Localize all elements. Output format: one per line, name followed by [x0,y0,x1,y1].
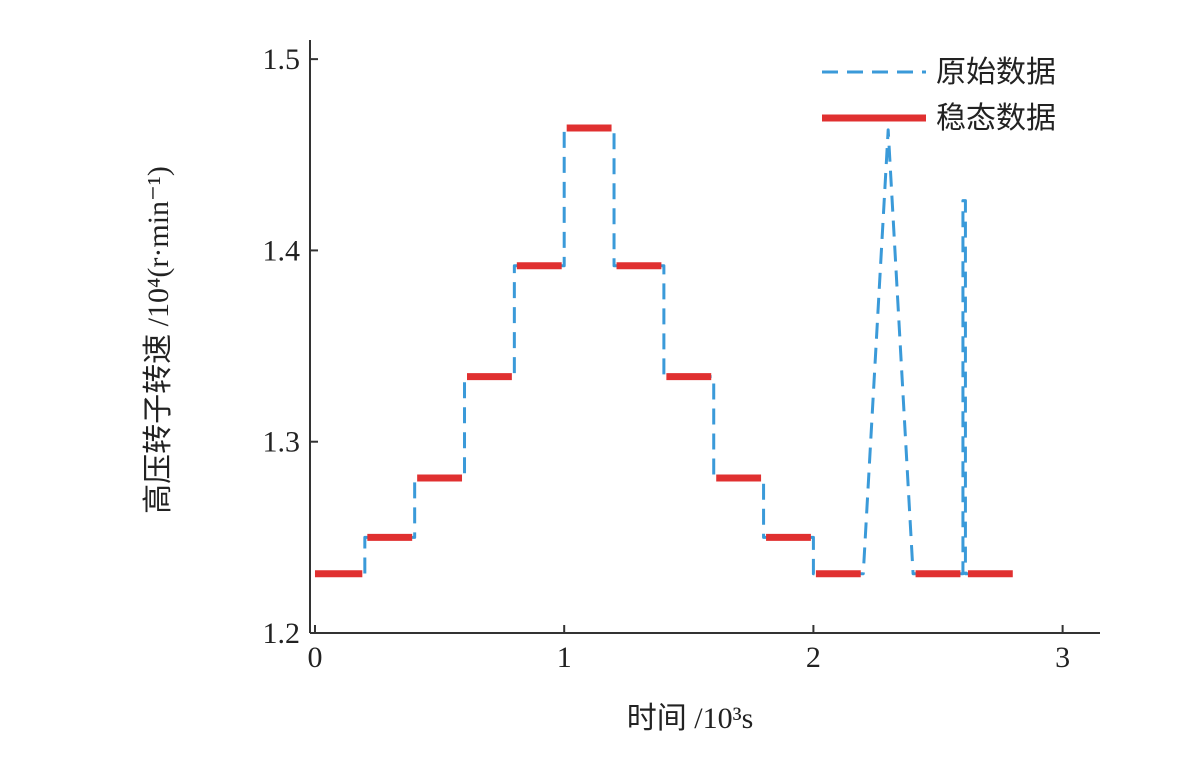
legend-label: 原始数据 [936,56,1056,89]
x-axis-label: 时间 /10³s [627,702,754,735]
legend-label: 稳态数据 [936,102,1056,135]
y-tick-label: 1.2 [263,617,301,650]
x-tick-label: 2 [806,641,821,674]
y-axis-label: 高压转子转速 /10⁴(r·min⁻¹) [142,166,175,514]
data-line [314,124,1013,578]
x-tick-label: 3 [1055,641,1070,674]
y-tick-label: 1.4 [263,234,301,267]
y-tick-label: 1.5 [263,43,301,76]
y-tick-label: 1.3 [263,426,301,459]
x-tick-label: 0 [307,641,322,674]
data-line [314,126,1013,576]
x-tick-label: 1 [557,641,572,674]
